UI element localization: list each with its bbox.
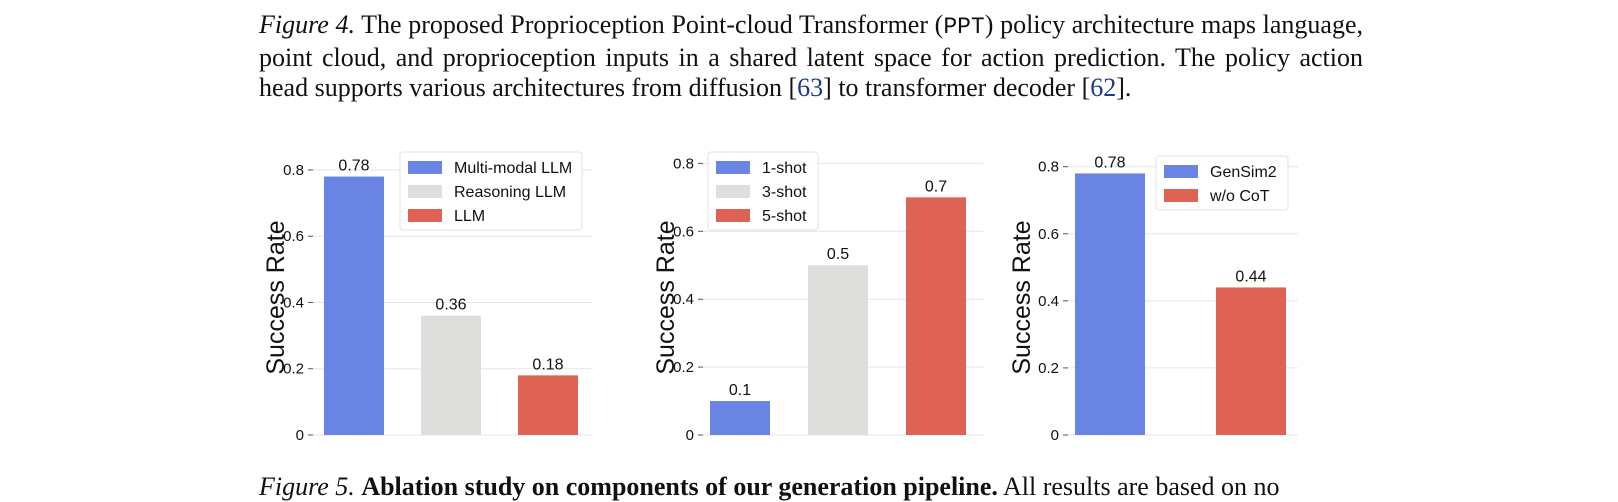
legend-swatch: [1164, 189, 1198, 202]
figure-4-label: Figure 4.: [259, 10, 355, 39]
legend: 1-shot 3-shot 5-shot: [707, 151, 819, 231]
bar-reasoning-llm: [421, 315, 481, 435]
bar-value-label: 0.36: [435, 297, 466, 314]
citation-63-link[interactable]: 63: [797, 73, 824, 102]
ppt-code: PPT: [943, 14, 985, 40]
bar-value-label: 0.1: [729, 382, 751, 399]
bar-value-label: 0.78: [338, 158, 369, 175]
legend-swatch: [716, 161, 750, 174]
legend-box: [399, 151, 583, 231]
y-tick-label: 0.2: [283, 361, 304, 378]
legend: Multi-modal LLM Reasoning LLM LLM: [399, 151, 583, 231]
y-axis-label: Success Rate: [262, 220, 290, 374]
y-tick-label: 0.2: [673, 359, 694, 376]
legend: GenSim2 w/o CoT: [1155, 155, 1289, 211]
y-tick-label: 0.6: [283, 228, 304, 245]
bar-value-label: 0.5: [827, 246, 849, 263]
caption-text-c: ] to transformer decoder [: [823, 73, 1091, 102]
bar-value-label: 0.7: [925, 178, 947, 195]
legend-label: Multi-modal LLM: [454, 160, 572, 177]
y-tick-label: 0.4: [673, 291, 694, 308]
bar-w-o-cot: [1216, 287, 1286, 435]
legend-swatch: [408, 161, 442, 174]
y-tick-label: 0.8: [283, 162, 304, 179]
y-tick-label: 0.4: [283, 294, 304, 311]
figure-5-title: Ablation study on components of our gene…: [361, 472, 998, 501]
legend-label: w/o CoT: [1209, 188, 1270, 205]
y-tick-label: 0.6: [673, 223, 694, 240]
y-tick-label: 0: [296, 427, 304, 444]
chart-cot: 0 0.2 0.4 0.6 0.8 Success Rate 0.78 0.44 GenSim2…: [1008, 154, 1298, 444]
legend-label: GenSim2: [1210, 164, 1277, 181]
y-tick-label: 0.8: [673, 155, 694, 172]
legend-label: LLM: [454, 208, 485, 225]
legend-label: 3-shot: [762, 184, 807, 201]
legend-swatch: [1164, 165, 1198, 178]
y-axis-label: Success Rate: [1008, 220, 1036, 374]
y-axis-label: Success Rate: [652, 220, 680, 374]
legend-swatch: [716, 185, 750, 198]
legend-label: Reasoning LLM: [454, 184, 566, 201]
y-tick-label: 0.6: [1038, 226, 1059, 243]
y-tick-label: 0: [1051, 427, 1059, 444]
caption-text-a: The proposed Proprioception Point-cloud …: [354, 10, 944, 39]
caption-text-d: ].: [1116, 73, 1132, 102]
bar-value-label: 0.18: [532, 356, 563, 373]
figure-5-label: Figure 5.: [259, 472, 355, 501]
figure-5-caption: Figure 5. Ablation study on components o…: [259, 472, 1363, 502]
chart-shots: 0 0.2 0.4 0.6 0.8 Success Rate 0.1 0.5 0.7 1-shot…: [652, 151, 983, 444]
legend-label: 1-shot: [762, 160, 807, 177]
y-tick-label: 0.4: [1038, 293, 1059, 310]
legend-label: 5-shot: [762, 208, 807, 225]
caption-text-b: ) policy architecture maps language, poi…: [259, 10, 1363, 102]
y-tick-label: 0.2: [1038, 360, 1059, 377]
chart-llm-type: 0 0.2 0.4 0.6 0.8 Success Rate 0.78 0.36 0.18 Mul…: [262, 151, 593, 444]
bar-1-shot: [710, 401, 770, 435]
legend-swatch: [408, 209, 442, 222]
legend-swatch: [716, 209, 750, 222]
citation-62-link[interactable]: 62: [1090, 73, 1117, 102]
bar-3-shot: [808, 265, 868, 435]
bar-llm: [518, 375, 578, 435]
legend-swatch: [408, 185, 442, 198]
y-tick-label: 0.8: [1038, 159, 1059, 176]
y-tick-label: 0: [686, 427, 694, 444]
figure-5-text: All results are based on no: [997, 472, 1280, 501]
bar-multi-modal-llm: [324, 176, 384, 435]
bar-gensim2: [1075, 173, 1145, 435]
bar-value-label: 0.44: [1235, 268, 1266, 285]
bar-5-shot: [906, 197, 966, 435]
bar-value-label: 0.78: [1094, 154, 1125, 171]
figure-4-caption: Figure 4. The proposed Proprioception Po…: [259, 10, 1363, 104]
